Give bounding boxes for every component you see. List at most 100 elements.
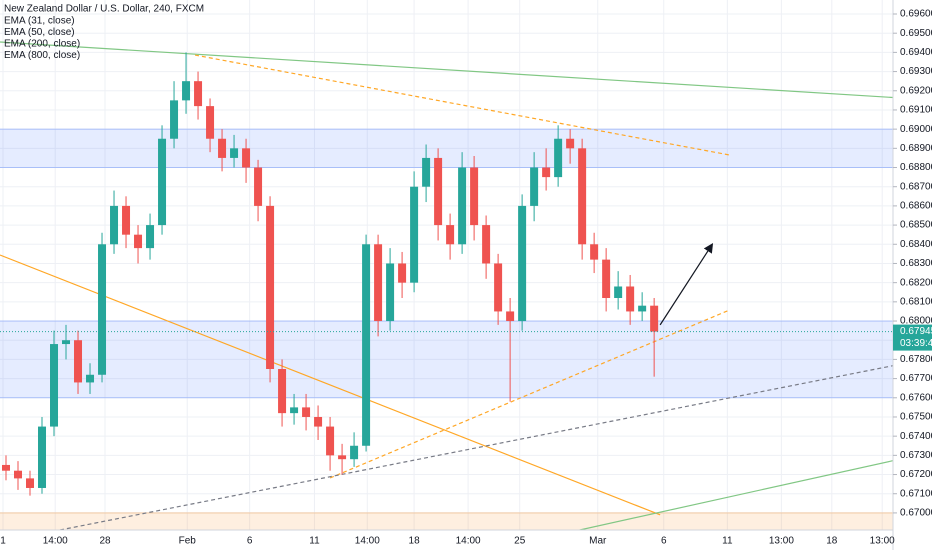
indicator-label: EMA (800, close): [4, 50, 80, 61]
candle-body: [50, 344, 59, 427]
candle-body: [38, 426, 47, 488]
candle-body: [422, 157, 431, 187]
candle-body: [614, 286, 623, 299]
x-tick-label: 25: [514, 536, 526, 547]
candle-body: [650, 305, 659, 332]
candle-body: [506, 311, 515, 322]
trend-line: [59, 365, 893, 530]
candle-body: [2, 464, 11, 471]
candle-body: [302, 407, 311, 417]
candle-body: [446, 225, 455, 245]
candle-body: [146, 225, 155, 249]
candle-body: [578, 148, 587, 245]
candle-body: [326, 426, 335, 456]
candle-body: [278, 369, 287, 414]
candle-body: [626, 286, 635, 312]
candle-body: [602, 259, 611, 299]
candle-body: [230, 148, 239, 158]
candle-body: [266, 205, 275, 370]
last-price-label: 0.67945: [900, 326, 932, 337]
y-tick-label: 0.69600: [900, 9, 932, 20]
x-tick-label: 11: [722, 536, 733, 547]
x-tick-label: 14:00: [456, 536, 481, 547]
x-tick-label: 18: [826, 536, 838, 547]
x-tick-label: 13:00: [870, 536, 895, 547]
candle-body: [98, 244, 107, 375]
candle-body: [134, 234, 143, 249]
legend: New Zealand Dollar / U.S. Dollar, 240, F…: [4, 4, 204, 62]
candle-body: [458, 167, 467, 245]
candle-body: [338, 455, 347, 460]
candle-body: [638, 305, 647, 312]
plot-area: [0, 0, 893, 530]
candle-body: [386, 263, 395, 322]
x-tick-label: 6: [661, 536, 667, 547]
x-tick-label: 14:00: [43, 536, 68, 547]
candle-body: [362, 244, 371, 446]
indicator-label: EMA (31, close): [4, 16, 75, 27]
candle-body: [518, 205, 527, 322]
candle-body: [26, 478, 35, 488]
candle-body: [566, 138, 575, 149]
zone: [0, 321, 893, 398]
x-tick-label: Feb: [179, 536, 197, 547]
candle-body: [314, 416, 323, 427]
countdown-label: 03:39:49: [900, 338, 932, 349]
candle-body: [158, 138, 167, 226]
trend-line: [579, 460, 893, 530]
candle-body: [482, 225, 491, 264]
candle-body: [398, 263, 407, 283]
indicator-label: EMA (50, close): [4, 27, 75, 38]
candle-body: [74, 340, 83, 383]
candle-body: [182, 81, 191, 101]
candle-body: [590, 244, 599, 260]
candle-body: [470, 167, 479, 226]
candle-body: [86, 374, 95, 383]
x-tick-label: 14:00: [355, 536, 380, 547]
candle-body: [194, 81, 203, 107]
candle-body: [530, 167, 539, 206]
trend-line: [0, 254, 661, 516]
x-tick-label: 1: [0, 536, 6, 547]
trend-line: [0, 41, 893, 99]
x-tick-label: Mar: [589, 536, 607, 547]
candle-body: [410, 186, 419, 283]
x-tick-label: 18: [409, 536, 421, 547]
trend-line: [659, 243, 714, 326]
candle-body: [350, 445, 359, 460]
candle-body: [542, 167, 551, 178]
zone: [0, 129, 893, 168]
x-tick-label: 28: [99, 536, 111, 547]
candle-body: [122, 205, 131, 235]
candle-body: [554, 138, 563, 178]
candle-body: [434, 157, 443, 226]
x-tick-label: 6: [247, 536, 253, 547]
indicator-label: EMA (200, close): [4, 39, 80, 50]
candle-body: [218, 138, 227, 158]
candle-body: [14, 470, 23, 479]
trend-line: [329, 309, 730, 479]
